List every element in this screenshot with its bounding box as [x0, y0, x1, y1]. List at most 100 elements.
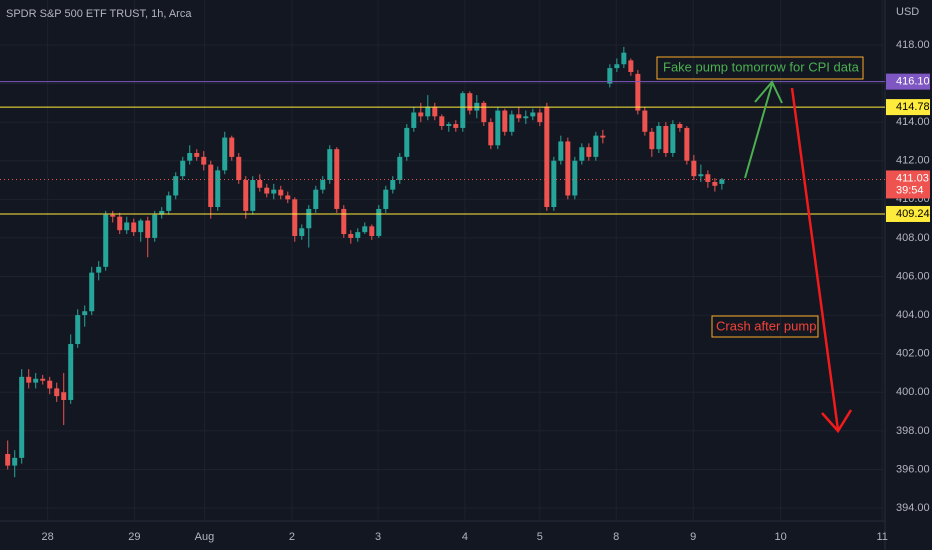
- arrow: [790, 87, 840, 431]
- candle-body: [397, 156, 403, 181]
- candle-body: [418, 112, 424, 117]
- x-tick-label: 9: [690, 531, 696, 543]
- annotation: Fake pump tomorrow for CPI data: [663, 59, 860, 74]
- y-tick-label: 400.00: [896, 386, 930, 398]
- candle-body: [390, 180, 396, 190]
- candle-body: [530, 112, 536, 117]
- candle-body: [229, 137, 235, 157]
- y-tick-label: 402.00: [896, 348, 930, 360]
- candle-body: [54, 388, 60, 397]
- candle-body: [621, 52, 627, 65]
- candle-body: [250, 180, 256, 211]
- candle-body: [110, 214, 116, 217]
- candle-body: [5, 454, 11, 466]
- annotation: Crash after pump: [716, 318, 816, 333]
- candle-body: [173, 176, 179, 196]
- candle-body: [411, 112, 417, 128]
- chart-title: SPDR S&P 500 ETF TRUST, 1h, Arca: [6, 8, 192, 20]
- y-tick-label: 414.00: [896, 116, 930, 128]
- candle-body: [243, 180, 249, 211]
- x-tick-label: 11: [876, 531, 887, 543]
- candle-body: [495, 110, 501, 146]
- annotation-box: [711, 315, 819, 338]
- candle-body: [61, 392, 67, 400]
- candle-body: [40, 378, 46, 381]
- candle-body: [432, 106, 438, 117]
- candle-body: [152, 214, 158, 238]
- candle-body: [404, 127, 410, 157]
- candle-body: [516, 114, 522, 119]
- candle-body: [712, 181, 718, 186]
- candle-body: [33, 378, 39, 383]
- candle-body: [117, 216, 123, 231]
- candle-body: [579, 147, 585, 161]
- x-tick-label: 29: [128, 531, 140, 543]
- candle-body: [446, 124, 452, 126]
- candle-body: [257, 180, 263, 188]
- candle-body: [369, 226, 375, 236]
- candle-body: [208, 164, 214, 208]
- candle-body: [138, 220, 144, 233]
- candle-body: [488, 122, 494, 146]
- candle-body: [684, 127, 690, 161]
- candle-body: [68, 344, 74, 400]
- price-label-box: [886, 73, 930, 90]
- candle-body: [124, 222, 130, 231]
- candle-body: [439, 116, 445, 126]
- candle-body: [201, 156, 207, 165]
- candle-body: [376, 208, 382, 236]
- candle-body: [600, 135, 606, 138]
- candle-body: [271, 189, 277, 194]
- candle-body: [236, 156, 242, 181]
- candle-body: [285, 195, 291, 200]
- candle-body: [572, 160, 578, 196]
- candle-body: [565, 141, 571, 196]
- candle-body: [313, 189, 319, 209]
- candle-body: [481, 102, 487, 123]
- candle-body: [635, 73, 641, 111]
- candle-body: [628, 60, 634, 72]
- candle-body: [719, 179, 725, 184]
- candle-body: [425, 106, 431, 117]
- candle-body: [348, 234, 354, 238]
- candle-body: [264, 187, 270, 194]
- candle-body: [537, 112, 543, 123]
- candle-body: [614, 64, 620, 69]
- candle-body: [292, 199, 298, 236]
- countdown: 39:54: [896, 184, 924, 196]
- candle-body: [593, 135, 599, 157]
- candle-body: [642, 110, 648, 132]
- candle-body: [502, 110, 508, 132]
- candle-body: [341, 208, 347, 235]
- candle-body: [698, 174, 704, 177]
- candle-body: [131, 222, 137, 233]
- x-tick-label: 5: [537, 531, 543, 543]
- candle-body: [103, 214, 109, 267]
- candle-body: [194, 153, 200, 157]
- candle-body: [26, 376, 32, 383]
- price-label: 414.78: [896, 101, 930, 113]
- candle-body: [75, 315, 81, 345]
- candle-body: [222, 137, 228, 171]
- candle-body: [551, 160, 557, 208]
- y-tick-label: 396.00: [896, 463, 930, 475]
- candle-body: [663, 125, 669, 154]
- x-tick-label: 2: [289, 531, 295, 543]
- arrow: [744, 83, 773, 179]
- arrow-head: [754, 80, 783, 104]
- candle-body: [362, 226, 368, 233]
- candle-body: [187, 153, 193, 161]
- candle-body: [670, 124, 676, 154]
- candle-body: [12, 457, 18, 466]
- currency: USD: [896, 6, 919, 18]
- price-label: 416.10: [896, 76, 930, 88]
- x-tick-label: 10: [775, 531, 787, 543]
- y-tick-label: 406.00: [896, 270, 930, 282]
- price-label: 409.24: [896, 208, 930, 220]
- price-label-box: [886, 205, 930, 222]
- candle-body: [453, 124, 459, 128]
- x-tick-label: 28: [41, 531, 53, 543]
- y-tick-label: 412.00: [896, 155, 930, 167]
